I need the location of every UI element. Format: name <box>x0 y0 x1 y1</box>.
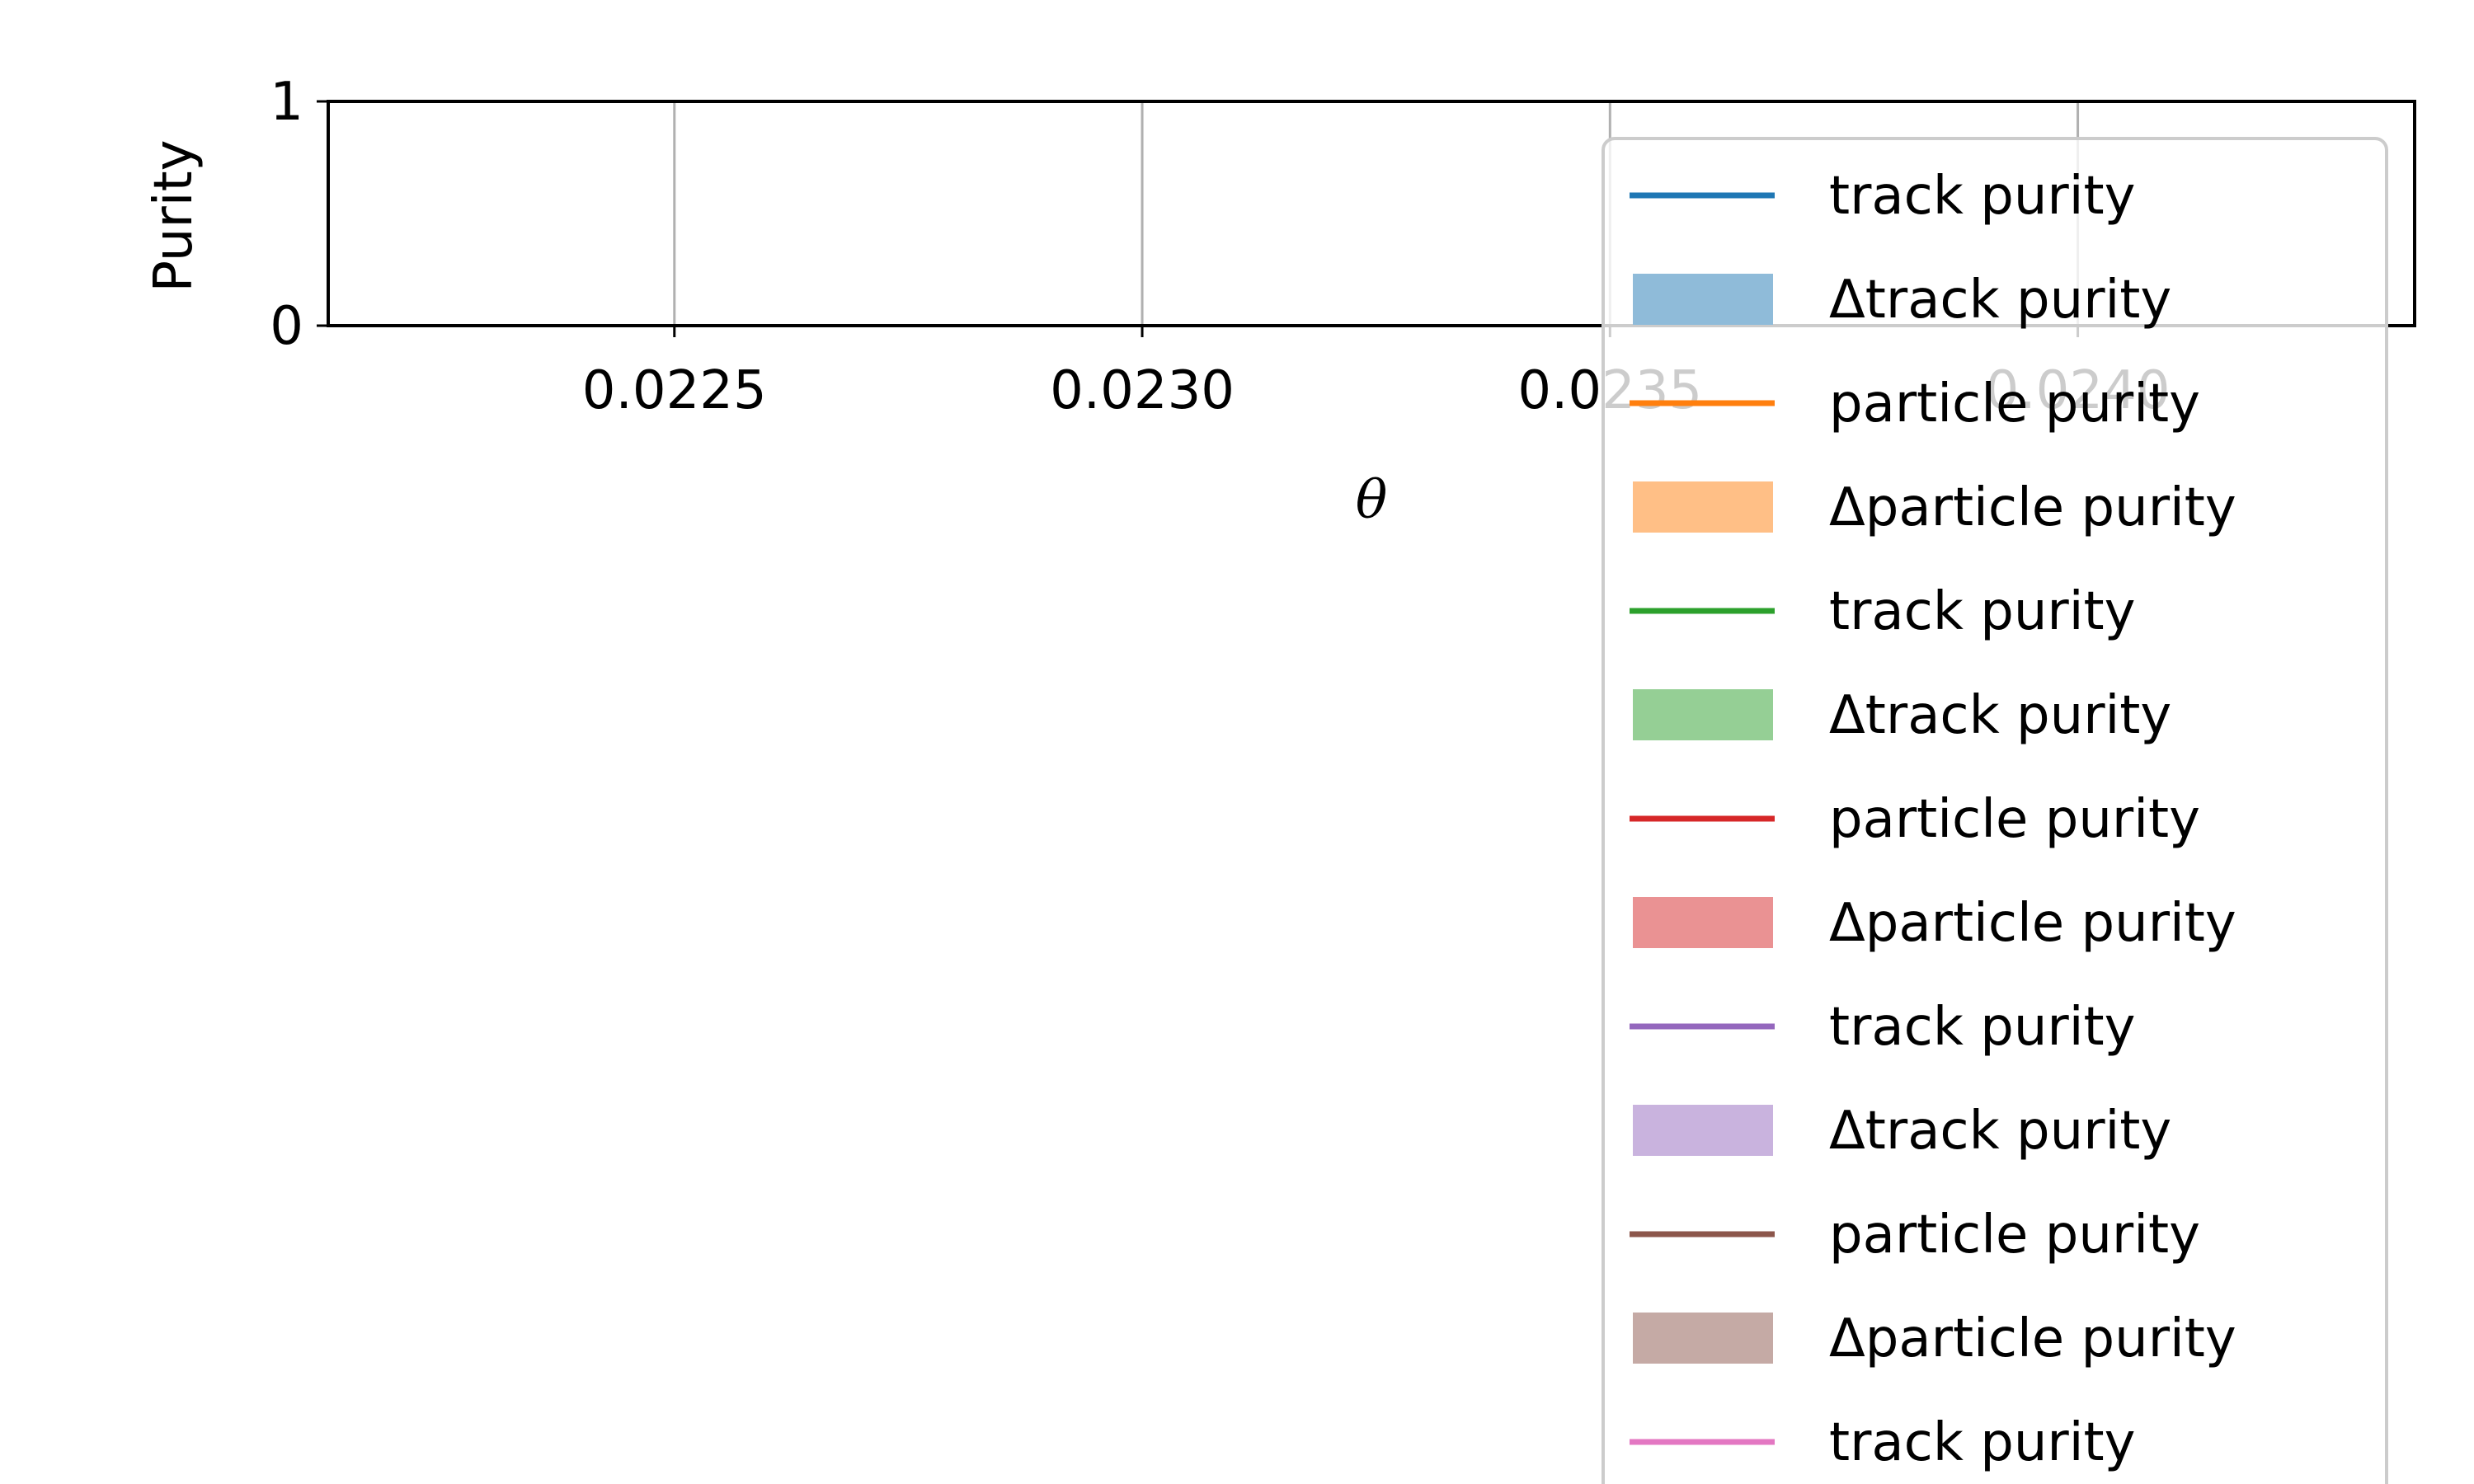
legend-entry-label: track purity <box>1829 581 2135 642</box>
legend-entry-label: track purity <box>1829 166 2135 227</box>
legend-entry-label: Δparticle purity <box>1829 893 2236 954</box>
legend: track purity Δtrack purity particle purity… <box>1602 137 2388 1484</box>
legend-entry-label: Δtrack purity <box>1829 685 2171 746</box>
legend-patch-swatch <box>1633 1313 1773 1364</box>
legend-entry-label: track purity <box>1829 1412 2135 1473</box>
legend-entry-label: particle purity <box>1829 373 2200 434</box>
legend-patch-swatch <box>1633 274 1773 325</box>
legend-box <box>1602 137 2388 1484</box>
plot-frame <box>327 100 2416 327</box>
legend-entry-label: Δtrack purity <box>1829 270 2171 331</box>
legend-entry-label: Δparticle purity <box>1829 1308 2236 1369</box>
y-axis-label: Purity <box>143 139 205 292</box>
legend-patch-swatch <box>1633 481 1773 533</box>
x-tick-label: 0.0230 <box>1050 360 1235 421</box>
x-axis-label: θ <box>1356 470 1388 531</box>
legend-entry-label: particle purity <box>1829 789 2200 850</box>
legend-entry-label: particle purity <box>1829 1205 2200 1266</box>
legend-patch-swatch <box>1633 1105 1773 1156</box>
legend-entry-label: track purity <box>1829 997 2135 1058</box>
legend-patch-swatch <box>1633 897 1773 948</box>
y-tick-label: 0 <box>270 296 303 357</box>
y-tick-label: 1 <box>270 72 303 133</box>
legend-entry-label: Δtrack purity <box>1829 1101 2171 1162</box>
legend-entry-label: Δparticle purity <box>1829 477 2236 538</box>
legend-patch-swatch <box>1633 689 1773 740</box>
x-tick-label: 0.0225 <box>582 360 767 421</box>
